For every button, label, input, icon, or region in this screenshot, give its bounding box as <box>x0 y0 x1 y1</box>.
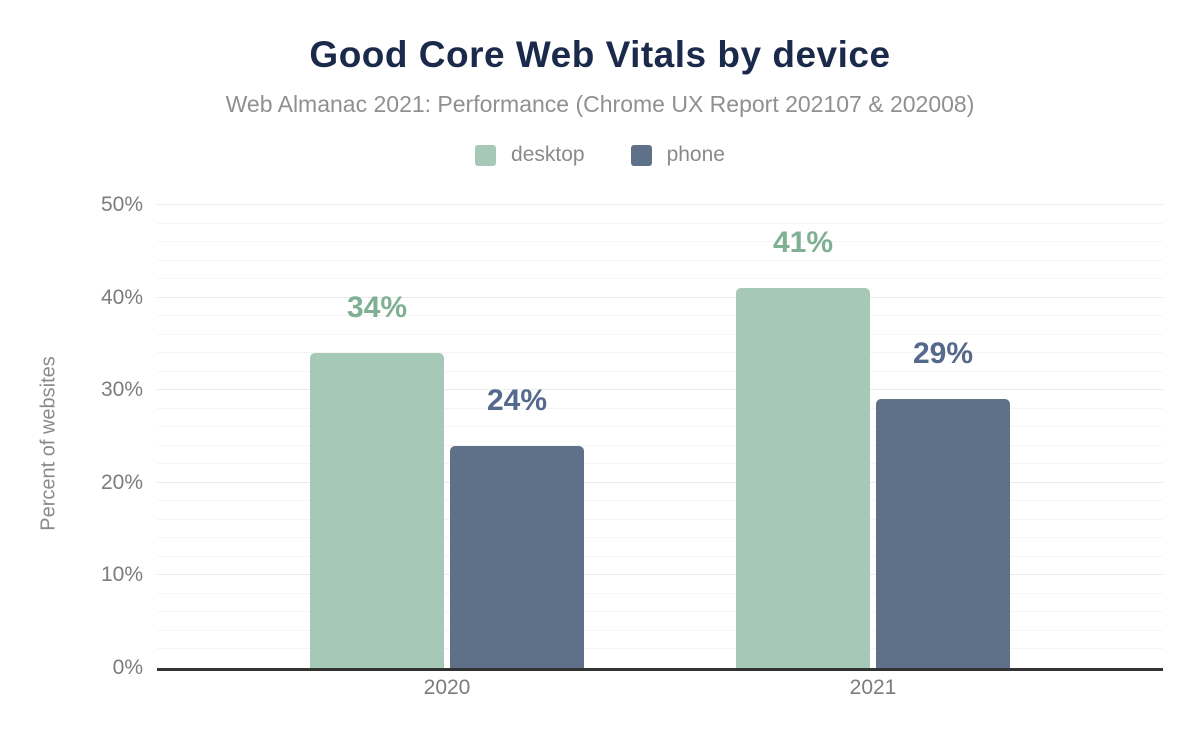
gridline-36 <box>157 333 1163 335</box>
plot-area: 34% 24% 41% 29% <box>157 204 1163 671</box>
gridline-10 <box>157 574 1163 576</box>
bar-phone-2020 <box>450 445 584 668</box>
legend-label-desktop: desktop <box>511 143 585 166</box>
bar-value-label-phone-2020: 24% <box>486 383 548 417</box>
y-tick-label-10%: 10% <box>100 563 143 587</box>
legend-swatch-phone <box>630 144 652 166</box>
y-tick-label-0%: 0% <box>112 656 143 679</box>
gridline-32 <box>157 370 1163 372</box>
gridline-14 <box>157 537 1163 539</box>
gridline-12 <box>157 555 1163 557</box>
legend-item-desktop: desktop <box>475 143 585 167</box>
bar-desktop-2021 <box>736 288 870 668</box>
bar-value-label-desktop-2020: 34% <box>346 291 408 325</box>
gridline-18 <box>157 500 1163 502</box>
gridline-44 <box>157 259 1163 261</box>
gridline-22 <box>157 463 1163 465</box>
gridline-46 <box>157 241 1163 243</box>
gridline-20 <box>157 481 1163 483</box>
bar-value-label-phone-2021: 29% <box>912 337 974 371</box>
gridline-16 <box>157 518 1163 520</box>
chart-subtitle: Web Almanac 2021: Performance (Chrome UX… <box>225 91 975 117</box>
gridline-48 <box>157 222 1163 224</box>
gridline-24 <box>157 444 1163 446</box>
gridline-50 <box>157 204 1163 205</box>
gridline-28 <box>157 407 1163 409</box>
x-tick-label-2020: 2020 <box>423 676 471 699</box>
legend-swatch-desktop <box>475 144 497 166</box>
y-tick-label-40%: 40% <box>100 285 143 309</box>
y-tick-label-20%: 20% <box>100 470 143 494</box>
legend-item-phone: phone <box>630 143 725 167</box>
legend: desktop phone <box>0 143 1200 167</box>
x-tick-label-2021: 2021 <box>849 676 897 699</box>
y-axis-title: Percent of websites <box>37 356 60 531</box>
legend-label-phone: phone <box>666 143 725 166</box>
bar-desktop-2020 <box>310 353 444 668</box>
gridline-34 <box>157 352 1163 354</box>
chart-title: Good Core Web Vitals by device <box>309 34 891 75</box>
gridline-40 <box>157 296 1163 298</box>
y-tick-label-50%: 50% <box>100 193 143 216</box>
bar-value-label-desktop-2021: 41% <box>772 226 834 260</box>
gridline-26 <box>157 426 1163 428</box>
gridline-2 <box>157 648 1163 650</box>
gridline-42 <box>157 278 1163 280</box>
gridline-38 <box>157 315 1163 317</box>
gridline-6 <box>157 611 1163 613</box>
gridline-8 <box>157 592 1163 594</box>
gridline-30 <box>157 389 1163 391</box>
gridline-4 <box>157 629 1163 631</box>
bar-phone-2021 <box>876 399 1010 668</box>
y-tick-label-30%: 30% <box>100 378 143 402</box>
